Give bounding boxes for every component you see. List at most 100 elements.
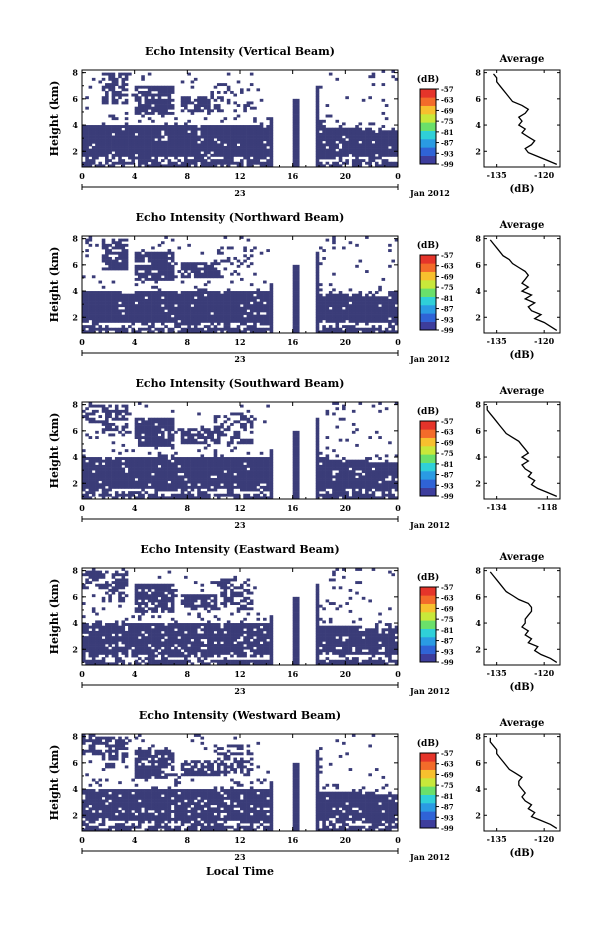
echo-cell [164,151,168,155]
echo-cell [98,472,103,476]
echo-cell [355,443,359,447]
echo-cell [335,312,340,315]
echo-cell [213,480,218,484]
echo-cell [249,472,254,476]
echo-cell [342,314,346,318]
echo-cell [328,130,333,134]
echo-cell [378,464,382,468]
echo-cell [342,130,346,134]
echo-cell [147,146,152,149]
echo-cell [328,459,333,463]
date-label: 23 [234,188,246,198]
echo-cell [295,457,300,460]
echo-cell [200,436,205,439]
echo-cell [348,143,353,147]
echo-cell [371,480,376,484]
echo-cell [180,135,185,139]
echo-cell [325,114,330,118]
echo-cell [315,272,320,276]
echo-cell [124,138,129,142]
echo-cell [184,488,188,492]
echo-cell [358,159,363,163]
echo-cell [365,462,369,466]
echo-cell [164,98,168,102]
echo-cell [147,475,152,479]
echo-cell [220,83,224,87]
echo-cell [200,109,205,113]
echo-cell [161,480,165,484]
echo-cell [101,428,106,432]
echo-cell [131,464,135,468]
echo-cell [325,496,330,500]
echo-cell [177,312,182,315]
echo-cell [226,88,231,92]
echo-cell [365,138,369,142]
echo-cell [328,325,333,329]
echo-cell [174,488,178,492]
echo-cell [220,309,224,313]
echo-cell [111,496,116,500]
echo-cell [95,464,99,468]
echo-cell [141,417,145,421]
echo-cell [105,259,109,263]
echo-cell [295,153,300,157]
echo-cell [141,462,145,466]
echo-cell [161,293,165,297]
echo-cell [111,246,116,250]
echo-cell [243,104,247,107]
echo-cell [154,443,159,447]
echo-cell [180,483,185,487]
echo-cell [230,143,234,147]
echo-cell [292,267,297,271]
echo-cell [335,161,340,165]
echo-cell [180,98,185,102]
echo-cell [332,301,336,305]
echo-cell [174,464,178,468]
echo-cell [233,485,238,489]
echo-cell [174,457,178,460]
echo-cell [118,462,122,466]
echo-cell [269,462,274,466]
colorbar-tick-label: -75 [441,117,454,126]
echo-cell [394,238,399,242]
echo-cell [361,296,366,300]
echo-cell [332,296,336,300]
echo-cell [361,459,366,463]
echo-cell [111,317,116,321]
echo-cell [85,417,89,421]
echo-cell [322,132,326,136]
echo-cell [223,467,228,471]
profile-y-tick-label: 6 [475,94,481,104]
echo-cell [141,135,145,139]
echo-cell [345,438,349,442]
echo-cell [335,296,340,300]
echo-cell [157,275,162,279]
echo-cell [256,478,261,481]
echo-cell [124,475,129,479]
echo-cell [292,132,297,136]
echo-cell [91,309,96,313]
echo-cell [200,104,205,107]
echo-cell [371,470,376,474]
echo-cell [213,493,218,497]
echo-cell [144,319,149,323]
echo-cell [167,153,172,157]
echo-cell [371,475,376,479]
echo-cell [193,325,198,329]
echo-cell [355,478,359,481]
echo-cell [233,270,238,273]
echo-cell [167,98,172,102]
echo-cell [335,306,340,310]
echo-cell [174,325,178,329]
echo-cell [220,148,224,152]
echo-cell [213,104,218,107]
echo-cell [108,327,112,331]
echo-cell [351,309,356,313]
echo-cell [164,140,168,144]
echo-cell [348,140,353,144]
echo-cell [108,317,112,321]
echo-cell [124,111,129,115]
echo-cell [167,135,172,139]
echo-cell [292,293,297,297]
echo-cell [91,325,96,329]
